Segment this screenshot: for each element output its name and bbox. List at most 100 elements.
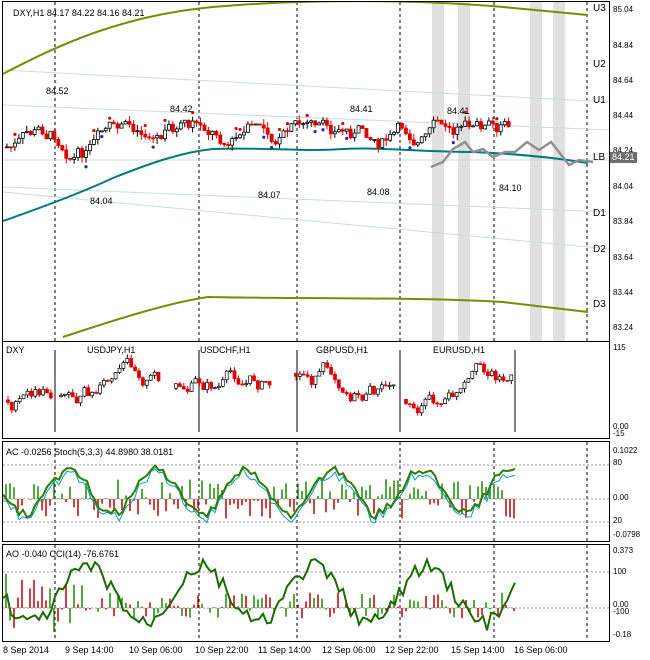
price-annotation: 84.41 [350,104,373,114]
candle-body [486,120,491,126]
mini-candle-body [205,382,210,391]
scale-label: -100 [613,607,630,616]
candle-body [40,126,45,135]
time-label: 16 Sep 06:00 [514,645,568,655]
mini-candle-body [256,380,260,390]
ac-stoch-pane[interactable]: AC -0.0256 Stoch(5,3,3) 44.8980 38.0181 [2,441,610,542]
sub2-scale: 0.1022 80 0.00 20 -0.0798 [609,441,650,541]
mini-candle-body [248,375,252,384]
scale-label: 0.00 [613,422,629,431]
multi-symbol-pane[interactable]: DXY USDJPY,H1 USDCHF,H1 GBPUSD,H1 EURUSD… [2,341,610,439]
lower-envelope [62,295,589,338]
mini-candle-body [379,384,384,390]
candle-body [301,123,306,125]
candle-body [206,130,211,135]
fractal-up-marker [463,110,467,114]
level-label-d2: D2 [593,244,606,255]
main-header: DXY,H1 84.17 84.22 84.16 84.21 [13,8,145,18]
scale-label: 83.84 [613,217,634,226]
mini-candle-body [228,370,233,373]
candle-body [289,123,294,132]
main-price-scale[interactable]: 85.04 84.84 84.64 84.44 84.24 84.04 83.8… [609,0,650,340]
sub1-scale: 115 0.00 -15 [609,341,650,438]
mini-candle-body [368,385,372,395]
mini-candle-body [435,402,440,405]
mini-candle-body [21,394,26,400]
sub1-sym-label: GBPUSD,H1 [316,345,369,355]
mini-candle-body [486,371,490,377]
candle-body [170,123,175,133]
mini-candle-body [447,392,451,400]
candle-body [147,136,152,139]
scale-label: -0.18 [613,630,632,639]
mini-candle-body [470,371,475,379]
mini-candle-body [383,384,388,387]
candle-body [115,123,120,129]
fractal-up-marker [495,117,499,121]
main-price-pane[interactable]: DXY,H1 84.17 84.22 84.16 84.21 84.52 84.… [2,1,610,342]
candle-body [506,121,511,128]
symbol-label: DXY,H1 [13,8,45,18]
level-label-u2: U2 [593,59,606,70]
scale-label: 83.24 [613,323,634,332]
mini-candle-body [121,362,126,369]
projection-shading [530,2,542,341]
current-price-box: 84.21 [610,152,637,163]
mini-candle-body [344,392,349,395]
mini-candle-body [37,389,42,396]
mini-candle-body [408,403,412,406]
mini-candle-body [82,387,87,397]
mini-candle-body [152,371,157,376]
price-annotation: 84.07 [258,190,281,200]
candle-body [155,135,160,139]
candle-body [321,119,325,124]
time-label: 10 Sep 06:00 [129,645,183,655]
mini-candle-body [137,370,141,379]
mini-candle-body [244,383,249,385]
candle-body [159,135,163,140]
candle-body [356,125,361,134]
mini-candle-body [252,375,256,382]
mini-candle-body [174,383,178,389]
mini-candle-body [458,388,463,393]
ao-cci-pane[interactable]: AO -0.040 CCI(14) -76.6761 [2,544,610,642]
candle-body [222,142,227,145]
mini-candle-body [25,390,30,396]
ac-stoch-header: AC -0.0256 Stoch(5,3,3) 44.8980 38.0181 [6,447,174,457]
candle-body [502,121,507,126]
candle-body [151,137,156,140]
mini-candle-body [321,362,326,372]
candle-body [174,128,179,133]
candle-body [230,138,235,146]
mini-candle-body [185,388,190,392]
candle-body [119,123,124,129]
mini-candle-body [224,370,229,381]
candle-body [99,130,104,133]
candle-body [293,120,298,125]
time-label: 15 Sep 14:00 [451,645,505,655]
mini-candle-body [298,373,302,377]
mini-candle-body [178,383,182,387]
candle-body [249,123,254,126]
fractal-down-marker [100,135,104,139]
mini-candle-body [329,367,333,375]
candle-body [348,128,353,139]
mini-candle-body [105,380,110,382]
mini-candle-body [404,398,408,405]
mini-candle-body [450,392,455,398]
mini-candle-body [474,363,479,372]
candle-body [103,127,108,132]
mini-candle-body [41,388,45,396]
scale-label: 84.24 [613,146,634,155]
candle-body [285,130,290,133]
candle-body [194,120,199,124]
candle-body [246,123,250,133]
candle-body [392,131,397,135]
mini-candle-body [109,378,114,382]
candle-body [344,128,349,132]
time-label: 9 Sep 14:00 [65,645,114,655]
mini-candle-body [267,381,272,386]
projection-path [430,140,594,169]
candle-body [131,123,136,132]
